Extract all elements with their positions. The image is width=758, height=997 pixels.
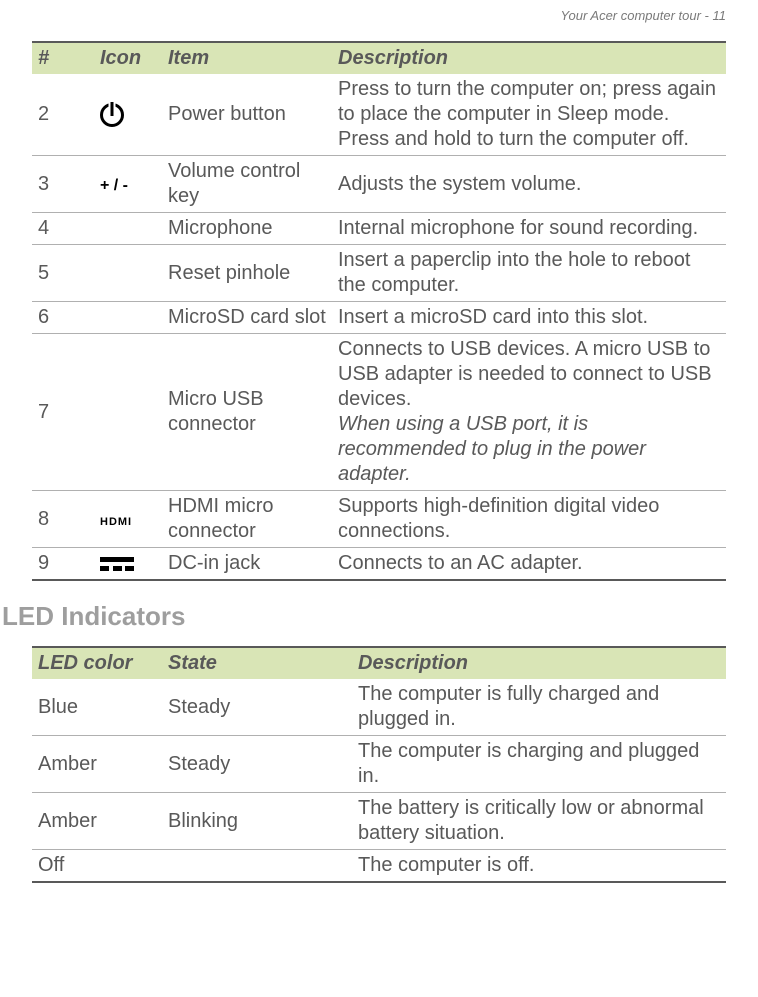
cell-item: Reset pinhole bbox=[162, 245, 332, 302]
th-state: State bbox=[162, 647, 352, 679]
cell-num: 8 bbox=[32, 491, 94, 548]
section-title: LED Indicators bbox=[2, 601, 726, 632]
cell-desc: Insert a microSD card into this slot. bbox=[338, 306, 648, 328]
cell-icon bbox=[94, 334, 162, 491]
cell-led-color: Blue bbox=[32, 679, 162, 736]
cell-led-color: Off bbox=[32, 850, 162, 883]
cell-led-color: Amber bbox=[32, 736, 162, 793]
table-row: BlueSteadyThe computer is fully charged … bbox=[32, 679, 726, 736]
cell-desc: Connects to an AC adapter. bbox=[338, 552, 583, 574]
th-num: # bbox=[32, 42, 94, 74]
cell-desc: The computer is charging and plugged in. bbox=[352, 736, 726, 793]
th-icon: Icon bbox=[94, 42, 162, 74]
cell-state: Blinking bbox=[162, 793, 352, 850]
cell-desc: Connects to USB devices. A micro USB to … bbox=[338, 338, 712, 410]
cell-state: Steady bbox=[162, 736, 352, 793]
th-led-color: LED color bbox=[32, 647, 162, 679]
cell-icon bbox=[94, 548, 162, 581]
cell-item: Volume control key bbox=[162, 156, 332, 213]
cell-note: When using a USB port, it is recommended… bbox=[338, 413, 646, 485]
table-row: Off The computer is off. bbox=[32, 850, 726, 883]
cell-desc: Press to turn the computer on; press aga… bbox=[338, 78, 716, 150]
cell-desc: The computer is off. bbox=[352, 850, 726, 883]
cell-desc: The battery is critically low or abnorma… bbox=[352, 793, 726, 850]
power-icon bbox=[100, 103, 124, 127]
cell-item: DC-in jack bbox=[162, 548, 332, 581]
table-row: 7 Micro USB connectorConnects to USB devi… bbox=[32, 334, 726, 491]
hdmi-icon: HDMI bbox=[100, 516, 132, 528]
th-desc: Description bbox=[332, 42, 726, 74]
table-row: AmberSteadyThe computer is charging and … bbox=[32, 736, 726, 793]
cell-item: HDMI micro connector bbox=[162, 491, 332, 548]
cell-icon bbox=[94, 245, 162, 302]
cell-icon bbox=[94, 302, 162, 334]
cell-icon: HDMI bbox=[94, 491, 162, 548]
plus-minus-icon: + / - bbox=[100, 177, 128, 194]
cell-desc: Insert a paperclip into the hole to rebo… bbox=[338, 249, 690, 296]
table-row: 9 DC-in jack Connects to an AC adapter. bbox=[32, 548, 726, 581]
dc-in-icon bbox=[100, 557, 134, 571]
table-row: 5 Reset pinholeInsert a paperclip into th… bbox=[32, 245, 726, 302]
table-row: 6 MicroSD card slot Insert a microSD card … bbox=[32, 302, 726, 334]
page-header: Your Acer computer tour - 11 bbox=[32, 0, 726, 41]
table-row: AmberBlinkingThe battery is critically l… bbox=[32, 793, 726, 850]
table-row: 2 Power buttonPress to turn the computer … bbox=[32, 74, 726, 156]
th-desc: Description bbox=[352, 647, 726, 679]
cell-num: 2 bbox=[32, 74, 94, 156]
cell-led-color: Amber bbox=[32, 793, 162, 850]
cell-num: 6 bbox=[32, 302, 94, 334]
cell-item: Microphone bbox=[162, 213, 332, 245]
cell-num: 3 bbox=[32, 156, 94, 213]
cell-item: Micro USB connector bbox=[162, 334, 332, 491]
cell-num: 9 bbox=[32, 548, 94, 581]
cell-desc: The computer is fully charged and plugge… bbox=[352, 679, 726, 736]
cell-desc: Supports high-definition digital video c… bbox=[338, 495, 659, 542]
cell-num: 7 bbox=[32, 334, 94, 491]
th-item: Item bbox=[162, 42, 332, 74]
table-header-row: LED color State Description bbox=[32, 647, 726, 679]
cell-state bbox=[162, 850, 352, 883]
cell-item: MicroSD card slot bbox=[162, 302, 332, 334]
cell-icon bbox=[94, 74, 162, 156]
cell-desc: Internal microphone for sound recording. bbox=[338, 217, 698, 239]
led-table: LED color State Description BlueSteadyTh… bbox=[32, 646, 726, 883]
table-header-row: # Icon Item Description bbox=[32, 42, 726, 74]
components-table: # Icon Item Description 2 Power buttonPre… bbox=[32, 41, 726, 581]
cell-num: 5 bbox=[32, 245, 94, 302]
cell-desc: Adjusts the system volume. bbox=[338, 173, 581, 195]
cell-icon bbox=[94, 213, 162, 245]
cell-item: Power button bbox=[162, 74, 332, 156]
cell-num: 4 bbox=[32, 213, 94, 245]
cell-state: Steady bbox=[162, 679, 352, 736]
table-row: 3 + / - Volume control key Adjusts the syst… bbox=[32, 156, 726, 213]
cell-icon: + / - bbox=[94, 156, 162, 213]
table-row: 8 HDMI HDMI micro connectorSupports high-d… bbox=[32, 491, 726, 548]
table-row: 4 Microphone Internal microphone for sound… bbox=[32, 213, 726, 245]
